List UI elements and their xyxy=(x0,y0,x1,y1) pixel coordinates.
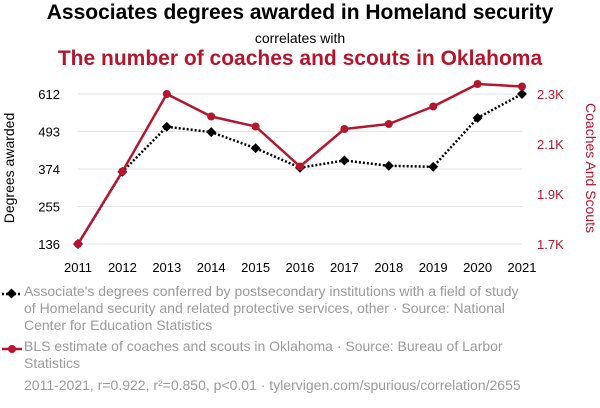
data-point-coaches xyxy=(251,122,260,131)
x-tick-label: 2015 xyxy=(241,260,270,275)
right-tick-label: 1.9K xyxy=(537,187,564,202)
data-point-coaches xyxy=(207,112,216,121)
grid-lines xyxy=(78,93,522,245)
legend-marker-diamond-icon xyxy=(2,288,22,299)
x-tick-label: 2021 xyxy=(508,260,537,275)
x-tick-label: 2011 xyxy=(64,260,92,275)
data-point-coaches xyxy=(518,82,526,91)
footer-stats: 2011-2021, r=0.922, r²=0.850, p<0.01 · t… xyxy=(24,377,521,393)
legend-text-coaches: BLS estimate of coaches and scouts in Ok… xyxy=(24,338,503,371)
data-point-coaches xyxy=(296,162,304,171)
chart-title-line3: The number of coaches and scouts in Okla… xyxy=(57,47,543,70)
left-axis-label: Degrees awarded xyxy=(1,113,17,224)
chart-title-line1: Associates degrees awarded in Homeland s… xyxy=(46,1,554,24)
x-tick-label: 2018 xyxy=(374,260,403,275)
data-point-coaches xyxy=(118,167,127,176)
series-layer xyxy=(73,80,527,249)
right-tick-label: 1.7K xyxy=(537,237,564,252)
left-tick-label: 493 xyxy=(38,125,60,140)
data-point-degrees xyxy=(161,121,172,132)
legend-text-degrees: Associate's degrees conferred by postsec… xyxy=(24,283,519,333)
data-point-degrees xyxy=(428,161,439,172)
x-tick-label: 2017 xyxy=(330,260,359,275)
data-point-coaches xyxy=(162,90,171,98)
data-point-degrees xyxy=(517,89,527,99)
right-axis-label: Coaches And Scouts xyxy=(583,103,599,233)
left-tick-label: 255 xyxy=(38,200,60,215)
data-point-degrees xyxy=(206,127,217,138)
axes: 136 255 374 493 612 1.7K 1.9K 2.1K 2.3K 2011 2012 2… xyxy=(38,87,564,275)
data-point-degrees xyxy=(339,155,350,166)
x-tick-label: 2016 xyxy=(286,260,315,275)
x-tick-label: 2020 xyxy=(463,260,492,275)
data-point-coaches xyxy=(74,240,82,248)
data-point-degrees xyxy=(383,160,394,171)
x-tick-label: 2014 xyxy=(197,260,226,275)
chart-title-line2: correlates with xyxy=(254,30,346,46)
data-point-coaches xyxy=(473,80,482,88)
legend-marker-circle-icon xyxy=(2,345,22,353)
left-tick-label: 374 xyxy=(38,162,60,177)
x-tick-label: 2012 xyxy=(108,260,137,275)
data-point-coaches xyxy=(429,102,438,111)
data-point-coaches xyxy=(384,120,393,128)
x-tick-label: 2019 xyxy=(419,260,448,275)
data-point-coaches xyxy=(340,125,349,133)
right-tick-label: 2.1K xyxy=(537,137,564,152)
right-tick-label: 2.3K xyxy=(537,87,564,102)
data-point-degrees xyxy=(250,143,261,154)
left-tick-label: 136 xyxy=(38,237,60,252)
data-point-degrees xyxy=(472,112,483,123)
left-tick-label: 612 xyxy=(38,87,60,102)
x-tick-label: 2013 xyxy=(152,260,181,275)
